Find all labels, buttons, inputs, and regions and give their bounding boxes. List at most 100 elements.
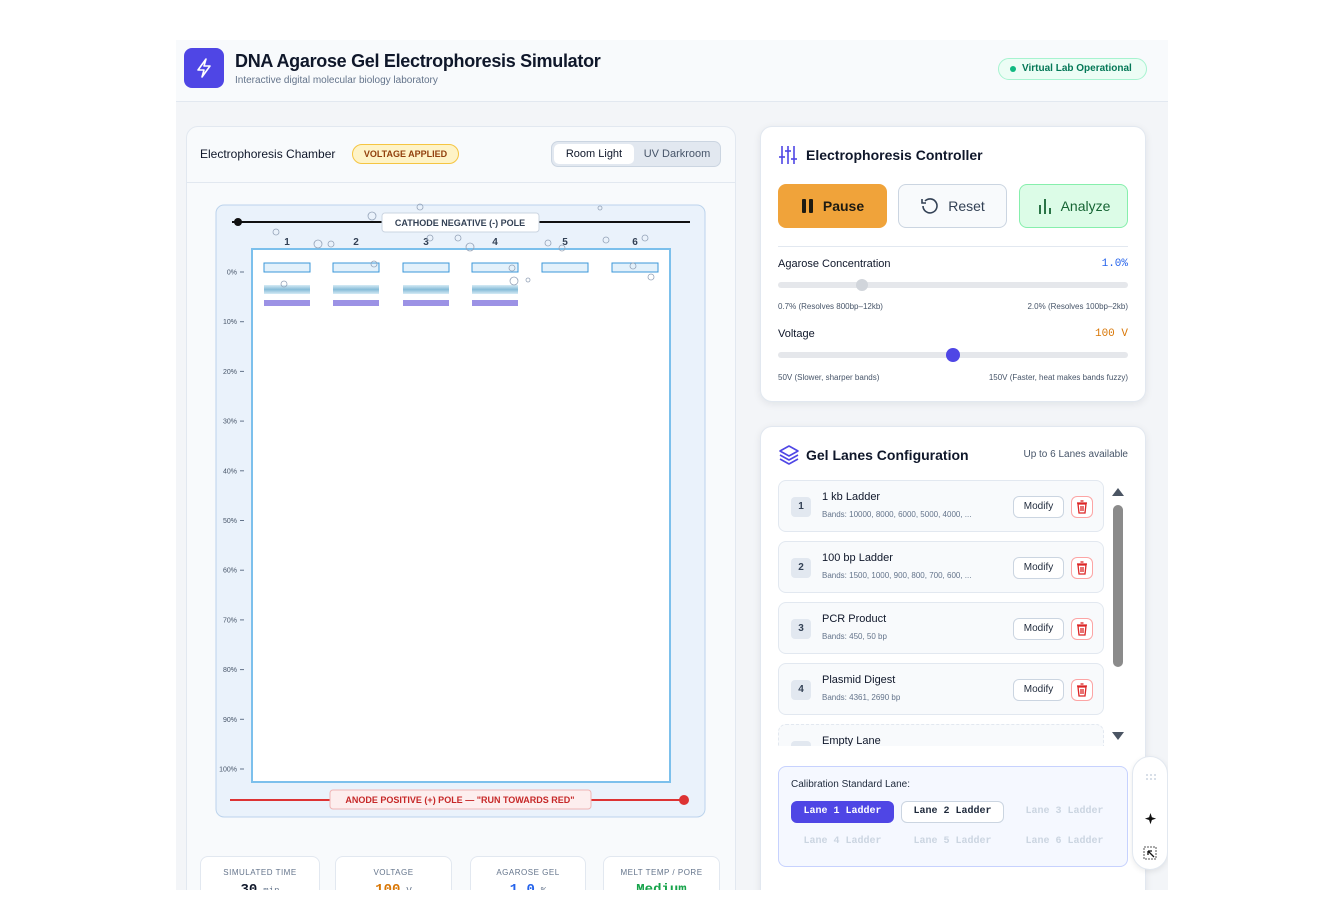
depth-label: 80% [223, 667, 237, 674]
calibration-option[interactable]: Lane 1 Ladder [791, 801, 894, 823]
anode-terminal [679, 795, 689, 805]
depth-label: 60% [223, 568, 237, 575]
bubble [454, 234, 462, 242]
bubble [508, 264, 516, 272]
reset-button[interactable]: Reset [898, 184, 1007, 228]
modify-button[interactable]: Modify [1013, 496, 1064, 518]
modify-button[interactable]: Modify [1013, 618, 1064, 640]
app-title: DNA Agarose Gel Electrophoresis Simulato… [235, 51, 601, 71]
button-label: Analyze [1060, 198, 1111, 214]
lanes-note: Up to 6 Lanes available [1023, 449, 1128, 460]
lane-name: 100 bp Ladder [822, 552, 893, 564]
logo-icon [197, 58, 211, 78]
delete-button[interactable] [1071, 618, 1093, 640]
stat-value: 30 min [201, 882, 319, 890]
lane-number: 2 [353, 237, 359, 248]
analyze-button[interactable]: Analyze [1019, 184, 1128, 228]
floating-toolbar [1132, 756, 1168, 870]
toolbar-icons [1143, 774, 1157, 860]
lane-item: 2 100 bp Ladder Bands: 1500, 1000, 900, 80… [778, 541, 1104, 593]
controller-icon [779, 146, 797, 164]
stat-unit: % [541, 886, 546, 890]
anode-label: ANODE POSITIVE (+) POLE — "RUN TOWARDS R… [345, 795, 574, 805]
stat-number: 100 [375, 882, 401, 890]
lane-name: Plasmid Digest [822, 674, 896, 686]
well [541, 262, 589, 273]
bubble [597, 205, 603, 211]
anode-label-box [329, 789, 592, 810]
bubble [509, 276, 519, 286]
calibration-option[interactable]: Lane 2 Ladder [901, 801, 1004, 823]
divider [778, 246, 1128, 247]
well [611, 262, 659, 273]
controller-title: Electrophoresis Controller [806, 147, 983, 163]
bubble [558, 244, 566, 252]
toggle-option[interactable]: Room Light [554, 144, 634, 164]
pause-button[interactable]: Pause [778, 184, 887, 228]
depth-label: 90% [223, 717, 237, 724]
app-subtitle: Interactive digital molecular biology la… [235, 75, 438, 86]
bubble [544, 239, 552, 247]
depth-label: 0% [227, 270, 237, 277]
depth-label: 50% [223, 518, 237, 525]
lanes-icon [779, 445, 799, 465]
bubble [367, 211, 377, 221]
calibration-option: Lane 4 Ladder [803, 836, 882, 847]
lane-number: 5 [791, 741, 811, 746]
calibration-option: Lane 6 Ladder [1025, 836, 1104, 847]
status-text: Virtual Lab Operational [1022, 63, 1132, 74]
stat-label: MELT TEMP / PORE [620, 868, 703, 877]
lane-number: 3 [423, 237, 429, 248]
stat-unit: V [406, 886, 411, 890]
lane-number: 1 [791, 497, 811, 517]
stat-value: Medium [604, 882, 719, 890]
slider-note: 2.0% (Resolves 100bp–2kb) [1027, 302, 1128, 311]
slider-track[interactable] [778, 282, 1128, 288]
slider-note: 0.7% (Resolves 800bp–12kb) [778, 302, 883, 311]
cathode-label: CATHODE NEGATIVE (-) POLE [395, 218, 525, 228]
dye-band [403, 300, 449, 306]
depth-label: 10% [223, 319, 237, 326]
bubble [465, 242, 475, 252]
calibration-option: Lane 3 Ladder [1025, 806, 1104, 817]
stat-card: VOLTAGE 100 V [335, 856, 452, 890]
chamber-title: Electrophoresis Chamber [200, 147, 336, 161]
bubble [641, 234, 649, 242]
stat-unit: min [263, 886, 279, 890]
cathode-label-box [381, 212, 540, 233]
bubble [280, 280, 288, 288]
bubble [272, 228, 280, 236]
stat-label: SIMULATED TIME [223, 868, 297, 877]
button-label: Reset [948, 198, 985, 214]
modify-button[interactable]: Modify [1013, 679, 1064, 701]
gel-tank: ANODE POSITIVE (+) POLE — "RUN TOWARDS R… [215, 203, 706, 818]
lane-name: 1 kb Ladder [822, 491, 881, 503]
cathode-terminal [234, 218, 242, 226]
lanes-title: Gel Lanes Configuration [806, 447, 969, 463]
modify-button[interactable]: Modify [1013, 557, 1064, 579]
slider-thumb[interactable] [856, 279, 868, 291]
lane-list: 1 1 kb Ladder Bands: 10000, 8000, 6000, 50… [770, 478, 1110, 746]
lane-number: 2 [791, 558, 811, 578]
slider-label: Voltage [778, 328, 815, 340]
bubble [426, 234, 434, 242]
well [263, 262, 311, 273]
lane-item: 1 1 kb Ladder Bands: 10000, 8000, 6000, 50… [778, 480, 1104, 532]
scrollbar[interactable] [1110, 484, 1126, 746]
lane-number: 4 [791, 680, 811, 700]
stat-card: MELT TEMP / PORE Medium [603, 856, 720, 890]
delete-button[interactable] [1071, 496, 1093, 518]
delete-button[interactable] [1071, 557, 1093, 579]
depth-label: 40% [223, 468, 237, 475]
lane-bands: Bands: 4361, 2690 bp [822, 693, 901, 702]
slider-value: 1.0% [1101, 258, 1128, 270]
delete-button[interactable] [1071, 679, 1093, 701]
button-label: Pause [822, 198, 865, 214]
lane-number: 4 [492, 237, 498, 248]
toggle-option[interactable]: UV Darkroom [643, 148, 711, 160]
slider-thumb[interactable] [946, 348, 960, 362]
status-badge: Virtual Lab Operational [998, 58, 1147, 80]
bubble [647, 273, 655, 281]
